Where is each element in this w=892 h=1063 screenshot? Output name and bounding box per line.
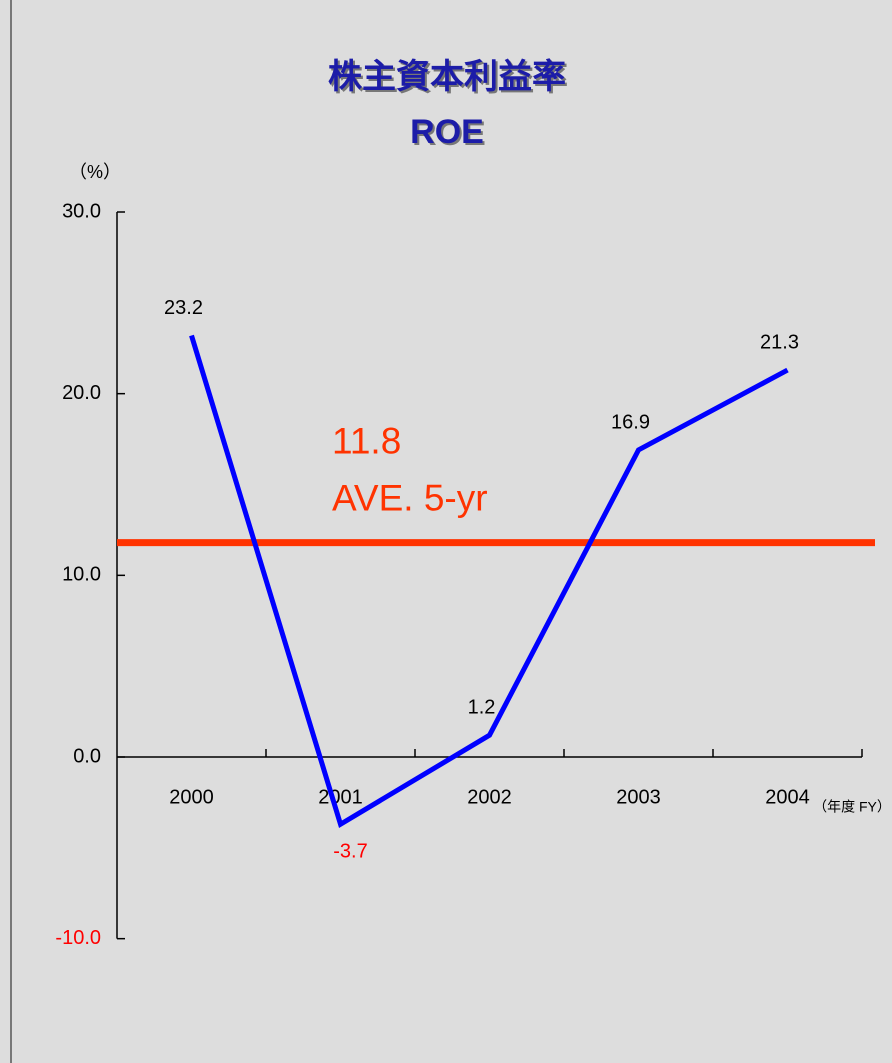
series-line	[189, 334, 789, 829]
x-axis-label: （年度 FY）	[813, 799, 891, 815]
y-tick-label: 30.0	[62, 200, 101, 222]
y-tick-label: -10.0	[55, 927, 101, 949]
y-tick-label: 20.0	[62, 382, 101, 404]
data-label: 23.2	[164, 297, 203, 319]
y-tick-label: 0.0	[73, 745, 101, 767]
y-tick-label: 10.0	[62, 564, 101, 586]
chart-title: 株主資本利益率	[328, 58, 566, 96]
data-label: 21.3	[760, 331, 799, 353]
data-label: -3.7	[333, 840, 367, 862]
average-value: 11.8	[332, 420, 401, 461]
x-tick-label: 2004	[765, 786, 810, 808]
x-tick-label: 2001	[318, 786, 363, 808]
x-tick-label: 2000	[169, 786, 214, 808]
average-label: AVE. 5-yr	[332, 477, 488, 518]
x-tick-label: 2003	[616, 786, 661, 808]
y-axis-label: （%）	[69, 162, 121, 182]
chart-subtitle: ROE	[410, 113, 484, 151]
x-tick-label: 2002	[467, 786, 512, 808]
subtitle-shadow: ROE	[412, 115, 486, 153]
title-shadow: 株主資本利益率	[330, 60, 568, 98]
data-label: 1.2	[468, 696, 496, 718]
data-label: 16.9	[611, 411, 650, 433]
